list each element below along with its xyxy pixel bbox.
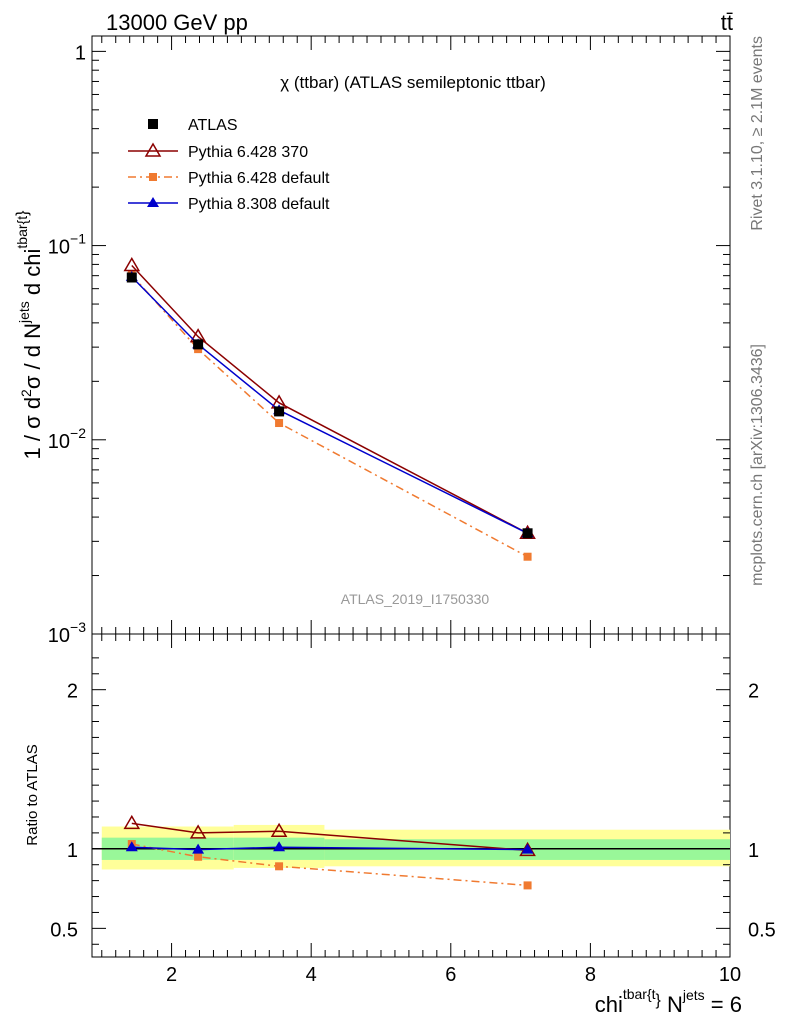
point-atlas — [522, 528, 533, 539]
ratio-y-tick-label: 1 — [67, 840, 78, 862]
ratio-y-tick-label: 0.5 — [50, 919, 78, 941]
x-label-tail: = 6 — [705, 992, 742, 1017]
ratio-point-pythia-6-428-default — [523, 881, 532, 890]
x-label-main: chi — [595, 992, 623, 1017]
mcplots-label: mcplots.cern.ch [arXiv:1306.3436] — [749, 344, 766, 586]
y-label-b: σ / d N — [20, 323, 45, 389]
legend-label-pythia-8-308-default: Pythia 8.308 default — [188, 196, 330, 213]
legend-label-pythia-6-428-370: Pythia 6.428 370 — [188, 144, 308, 161]
y-tick-label: 1 — [75, 42, 86, 64]
y-label-a: 1 / σ d — [20, 397, 45, 460]
legend-marker-pythia-6-428-default — [149, 173, 157, 181]
point-atlas — [274, 406, 285, 417]
y-tick-label-exp: −2 — [70, 425, 86, 441]
ratio-series — [123, 814, 536, 890]
x-label-brace: } — [656, 992, 662, 1009]
y-label-sup3: tbar{t — [14, 216, 30, 249]
legend-marker-pythia-6-428-370 — [144, 142, 162, 157]
ratio-point-pythia-8-308-default — [125, 841, 138, 852]
point-pythia-6-428-default — [275, 419, 284, 428]
series-line-pythia-6-428-default — [131, 274, 528, 558]
ratio-axes: 2 4 6 8 10 0.5 0.5 1 1 2 2 — [50, 634, 776, 986]
ratio-point-pythia-6-428-default — [275, 862, 284, 871]
ratio-point-pythia-8-308-default — [521, 843, 534, 854]
series-line-pythia-8-308-default — [131, 276, 528, 534]
ratio-y-tick-label-right: 0.5 — [748, 919, 776, 941]
ratio-line-pythia-6-428-default — [131, 843, 528, 887]
ratio-line-pythia-8-308-default — [131, 846, 528, 851]
ratio-point-pythia-6-428-370 — [270, 822, 288, 838]
ratio-point-pythia-6-428-370 — [189, 824, 207, 839]
x-axis-label: chitbar{t} Njets = 6 — [595, 986, 742, 1017]
y-tick-label: 10−1 — [48, 231, 86, 259]
ratio-point-pythia-6-428-370 — [123, 814, 141, 830]
main-axes: 110−110−210−3 — [48, 36, 731, 647]
legend-label-atlas: ATLAS — [188, 117, 238, 134]
ratio-y-tick-label-right: 2 — [748, 681, 759, 703]
x-tick-label: 6 — [445, 964, 456, 986]
point-pythia-6-428-370 — [123, 256, 141, 272]
ratio-y-tick-label: 2 — [67, 681, 78, 703]
ratio-line-pythia-6-428-370 — [131, 822, 528, 852]
rivet-label: Rivet 3.1.10, ≥ 2.1M events — [749, 36, 766, 231]
header-process: tt̄ — [721, 10, 733, 35]
y-tick-label: 10−2 — [48, 425, 86, 453]
y-tick-label: 10−3 — [48, 619, 86, 647]
legend-marker-atlas — [148, 119, 158, 129]
y-tick-label-base: 1 — [75, 42, 86, 64]
y-tick-label-base: 10 — [48, 431, 70, 453]
header-energy: 13000 GeV pp — [106, 10, 248, 35]
y-tick-label-base: 10 — [48, 625, 70, 647]
x-label-sup2: jets — [682, 987, 705, 1003]
point-atlas — [193, 339, 204, 350]
ratio-panel-frame — [91, 633, 731, 958]
legend: ATLAS Pythia 6.428 370 Pythia 6.428 defaul… — [128, 117, 330, 213]
x-tick-label: 2 — [166, 964, 177, 986]
legend-marker-pythia-8-308-default — [147, 197, 159, 207]
chart-title: χ (ttbar) (ATLAS semileptonic ttbar) — [280, 73, 546, 92]
y-axis-label: 1 / σ d2σ / d Njets d chitbar{t} — [14, 210, 45, 460]
x-tick-label: 8 — [585, 964, 596, 986]
ratio-point-pythia-6-428-default — [194, 852, 203, 861]
point-atlas — [126, 272, 137, 283]
ratio-point-pythia-8-308-default — [192, 843, 205, 854]
analysis-watermark: ATLAS_2019_I1750330 — [341, 591, 490, 607]
ratio-y-tick-label-right: 1 — [748, 840, 759, 862]
x-tick-label: 4 — [306, 964, 317, 986]
y-label-brace: } — [14, 210, 31, 216]
y-label-sup2: jets — [16, 301, 32, 324]
y-label-sup: 2 — [18, 389, 34, 397]
y-tick-label-exp: −3 — [70, 619, 86, 635]
x-tick-label: 10 — [719, 964, 741, 986]
ratio-point-pythia-8-308-default — [273, 841, 286, 852]
x-label-sup1: tbar{t — [623, 986, 656, 1002]
ratio-y-axis-label: Ratio to ATLAS — [24, 744, 41, 845]
y-tick-label-exp: −1 — [70, 231, 86, 247]
point-pythia-6-428-default — [523, 552, 532, 561]
x-label-n: N — [661, 992, 683, 1017]
legend-label-pythia-6-428-default: Pythia 6.428 default — [188, 170, 330, 187]
main-series — [123, 256, 536, 561]
y-label-c: d chi — [20, 249, 45, 302]
y-tick-label-base: 10 — [48, 237, 70, 259]
series-line-pythia-6-428-370 — [131, 264, 528, 534]
